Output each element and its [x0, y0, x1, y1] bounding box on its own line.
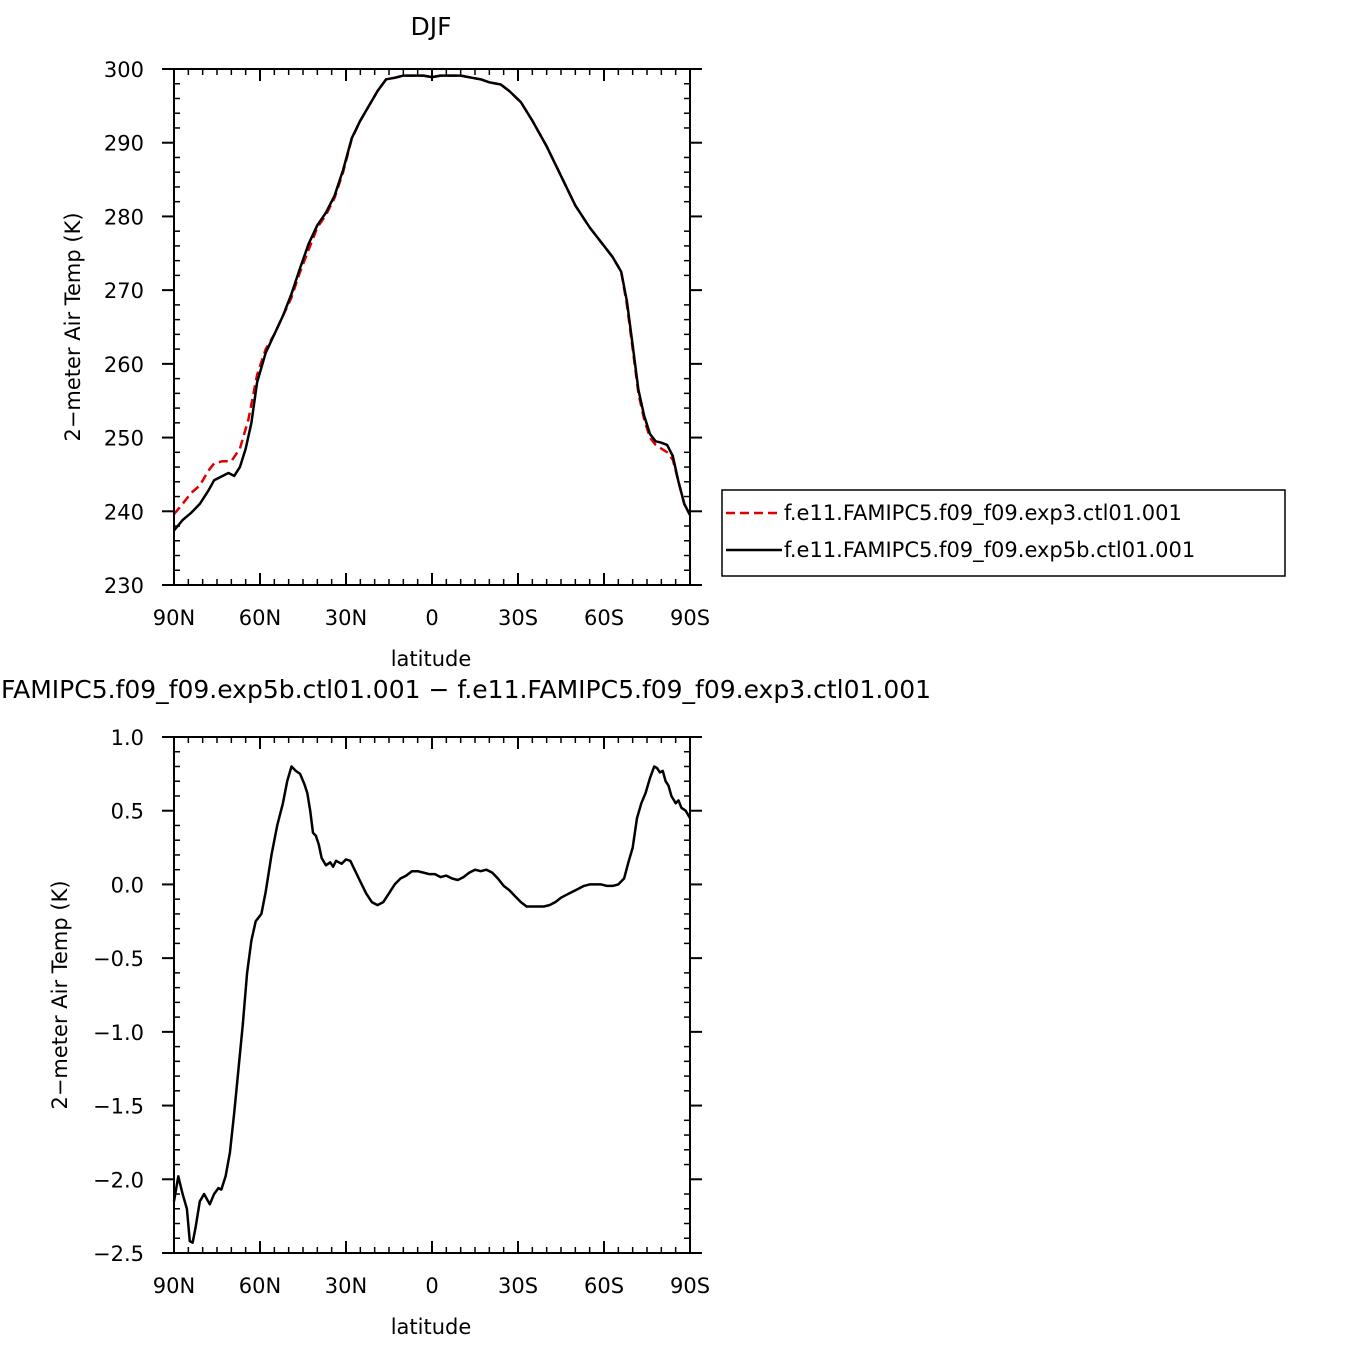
bottom-x-tick-label: 0 [425, 1274, 438, 1298]
top-x-tick-label: 0 [425, 606, 438, 630]
top-x-tick-label: 90S [670, 606, 710, 630]
top-y-tick-label: 250 [104, 427, 144, 451]
bottom-x-tick-label: 90S [670, 1274, 710, 1298]
top-series-line-1 [173, 74, 692, 532]
bottom-panel: f.e11.FAMIPC5.f09_f09.exp5b.ctl01.001 − … [0, 675, 931, 1339]
top-axes: 90N 60N 30N 0 30S 60S 90S 230 240 250 260 270 280 290… [104, 58, 710, 630]
top-y-tick-label: 260 [104, 353, 144, 377]
bottom-series-line-0 [172, 765, 692, 1244]
top-x-tick-label: 30N [325, 606, 367, 630]
bottom-y-tick-label: −2.5 [93, 1242, 144, 1266]
bottom-axes: 90N 60N 30N 0 30S 60S 90S −2.5 −2.0 −1.5 −1.0 −0.5 0… [93, 726, 710, 1298]
top-y-tick-label: 230 [104, 574, 144, 598]
top-chart-title: DJF [410, 12, 451, 41]
bottom-x-axis-label: latitude [391, 1315, 472, 1339]
legend-box [721, 489, 1286, 577]
top-y-axis-label: 2−meter Air Temp (K) [61, 212, 85, 441]
bottom-x-tick-label: 60N [239, 1274, 281, 1298]
bottom-plot-frame [173, 736, 691, 1254]
bottom-y-tick-label: −0.5 [93, 947, 144, 971]
bottom-y-tick-label: −1.0 [93, 1021, 144, 1045]
bottom-x-tick-label: 60S [584, 1274, 624, 1298]
bottom-series-lines [172, 765, 692, 1244]
bottom-y-tick-label: −1.5 [93, 1095, 144, 1119]
bottom-x-tick-label: 30N [325, 1274, 367, 1298]
legend-label-exp5b: f.e11.FAMIPC5.f09_f09.exp5b.ctl01.001 [784, 538, 1195, 563]
top-y-tick-label: 280 [104, 205, 144, 229]
top-x-tick-label: 30S [498, 606, 538, 630]
top-y-tick-label: 240 [104, 500, 144, 524]
top-series-lines [173, 74, 692, 532]
bottom-chart-title: f.e11.FAMIPC5.f09_f09.exp5b.ctl01.001 − … [0, 675, 931, 704]
bottom-y-tick-label: 1.0 [111, 726, 144, 750]
top-y-tick-label: 270 [104, 279, 144, 303]
bottom-y-tick-label: 0.0 [111, 873, 144, 897]
top-y-tick-label: 290 [104, 132, 144, 156]
top-plot-frame [173, 68, 691, 586]
bottom-x-tick-label: 30S [498, 1274, 538, 1298]
top-panel: DJF 90N 60N 30N 0 30S 60S 90S 230 240 250 260 270 28… [61, 12, 1286, 671]
bottom-y-tick-label: −2.0 [93, 1168, 144, 1192]
top-y-tick-label: 300 [104, 58, 144, 82]
top-x-tick-label: 60N [239, 606, 281, 630]
legend: f.e11.FAMIPC5.f09_f09.exp3.ctl01.001 f.e… [721, 489, 1286, 577]
top-series-line-0 [173, 74, 692, 516]
top-x-tick-label: 60S [584, 606, 624, 630]
top-x-axis-label: latitude [391, 647, 472, 671]
legend-label-exp3: f.e11.FAMIPC5.f09_f09.exp3.ctl01.001 [784, 501, 1182, 526]
bottom-y-axis-label: 2−meter Air Temp (K) [48, 880, 72, 1109]
top-x-tick-label: 90N [153, 606, 195, 630]
bottom-x-tick-label: 90N [153, 1274, 195, 1298]
bottom-y-tick-label: 0.5 [111, 800, 144, 824]
